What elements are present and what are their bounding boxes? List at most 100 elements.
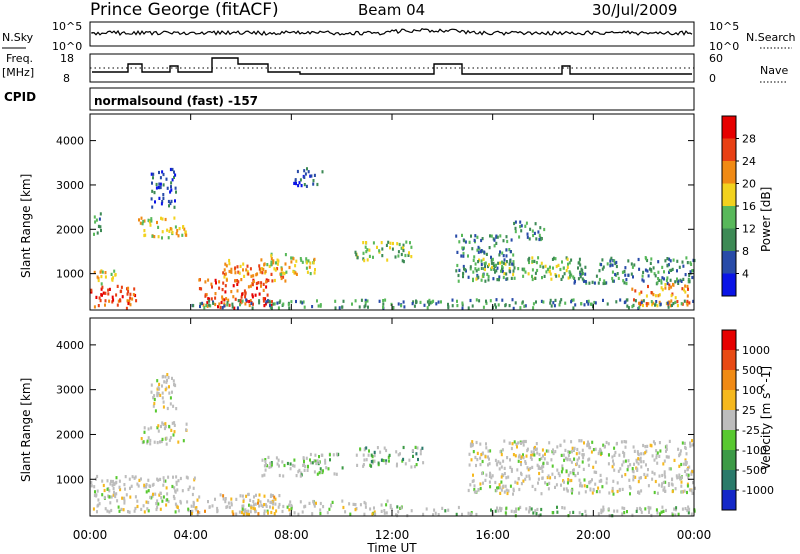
data-cell	[602, 505, 605, 509]
data-cell	[221, 288, 224, 292]
data-cell	[542, 300, 545, 304]
data-cell	[315, 461, 318, 466]
data-cell	[240, 295, 243, 299]
data-cell	[649, 261, 652, 265]
data-cell	[196, 512, 199, 516]
data-cell	[151, 494, 154, 498]
data-cell	[234, 271, 237, 275]
data-cell	[578, 451, 581, 455]
data-cell	[263, 511, 266, 516]
data-cell	[298, 468, 301, 472]
data-cell	[576, 462, 578, 466]
data-cell	[510, 276, 513, 280]
data-cell	[522, 456, 525, 460]
data-cell	[685, 452, 688, 456]
data-cell	[204, 280, 207, 284]
data-cell	[546, 267, 549, 272]
data-cell	[396, 505, 399, 509]
data-cell	[621, 487, 624, 491]
data-cell	[667, 455, 670, 459]
data-cell	[108, 299, 111, 303]
data-cell	[110, 479, 112, 483]
data-cell	[365, 458, 368, 462]
data-cell	[682, 462, 685, 466]
data-cell	[627, 459, 630, 463]
data-cell	[678, 473, 681, 477]
data-cell	[624, 273, 627, 277]
data-cell	[569, 275, 572, 279]
data-cell	[170, 185, 172, 189]
data-cell	[257, 501, 259, 505]
data-cell	[528, 237, 531, 241]
data-cell	[496, 506, 498, 510]
data-cell	[588, 281, 591, 285]
data-cell	[468, 463, 471, 467]
data-cell	[297, 184, 300, 188]
data-cell	[663, 277, 665, 281]
data-cell	[487, 264, 489, 269]
data-cell	[223, 275, 226, 279]
data-cell	[426, 300, 429, 304]
data-cell	[225, 278, 228, 282]
data-cell	[173, 175, 175, 179]
data-cell	[656, 451, 659, 455]
data-cell	[673, 458, 676, 462]
data-cell	[382, 302, 385, 306]
data-cell	[514, 230, 517, 234]
data-cell	[566, 257, 569, 261]
data-cell	[277, 306, 280, 310]
data-cell	[663, 459, 666, 463]
data-cell	[494, 480, 497, 485]
data-cell	[382, 305, 384, 309]
data-cell	[261, 504, 264, 508]
data-cell	[382, 299, 385, 303]
data-cell	[570, 489, 573, 493]
data-cell	[172, 404, 175, 408]
data-cell	[150, 172, 153, 176]
data-cell	[519, 505, 522, 509]
data-cell	[686, 508, 689, 513]
data-cell	[673, 507, 676, 511]
data-cell	[611, 279, 614, 283]
data-cell	[524, 477, 527, 481]
data-cell	[162, 405, 165, 409]
data-cell	[268, 299, 271, 303]
data-cell	[475, 512, 478, 517]
data-cell	[249, 498, 252, 502]
data-cell	[648, 507, 651, 511]
data-cell	[401, 259, 404, 263]
data-cell	[230, 270, 233, 274]
data-cell	[668, 287, 671, 291]
data-cell	[672, 283, 675, 287]
colorbar-swatch	[722, 138, 736, 162]
data-cell	[658, 300, 661, 304]
data-cell	[574, 474, 577, 478]
data-cell	[644, 256, 647, 260]
data-cell	[569, 458, 572, 462]
data-cell	[509, 250, 512, 254]
data-cell	[652, 440, 655, 444]
data-cell	[479, 250, 482, 254]
data-cell	[687, 476, 690, 480]
data-cell	[99, 270, 102, 274]
data-cell	[632, 474, 635, 479]
data-cell	[633, 449, 636, 453]
data-cell	[271, 506, 274, 510]
data-cell	[198, 287, 201, 291]
data-cell	[686, 303, 689, 307]
data-cell	[184, 233, 187, 237]
data-cell	[681, 490, 684, 494]
data-cell	[447, 302, 449, 306]
data-cell	[190, 504, 193, 508]
data-cell	[271, 494, 274, 498]
data-cell	[548, 269, 551, 273]
data-cell	[306, 167, 308, 171]
data-cell	[319, 467, 322, 471]
data-cell	[687, 505, 690, 509]
velocity-colorbar-label: Velocity [m s^-1]	[759, 366, 773, 470]
data-cell	[477, 267, 480, 271]
data-cell	[610, 256, 613, 260]
data-cell	[469, 483, 472, 487]
data-cell	[552, 451, 555, 456]
data-cell	[567, 276, 570, 280]
